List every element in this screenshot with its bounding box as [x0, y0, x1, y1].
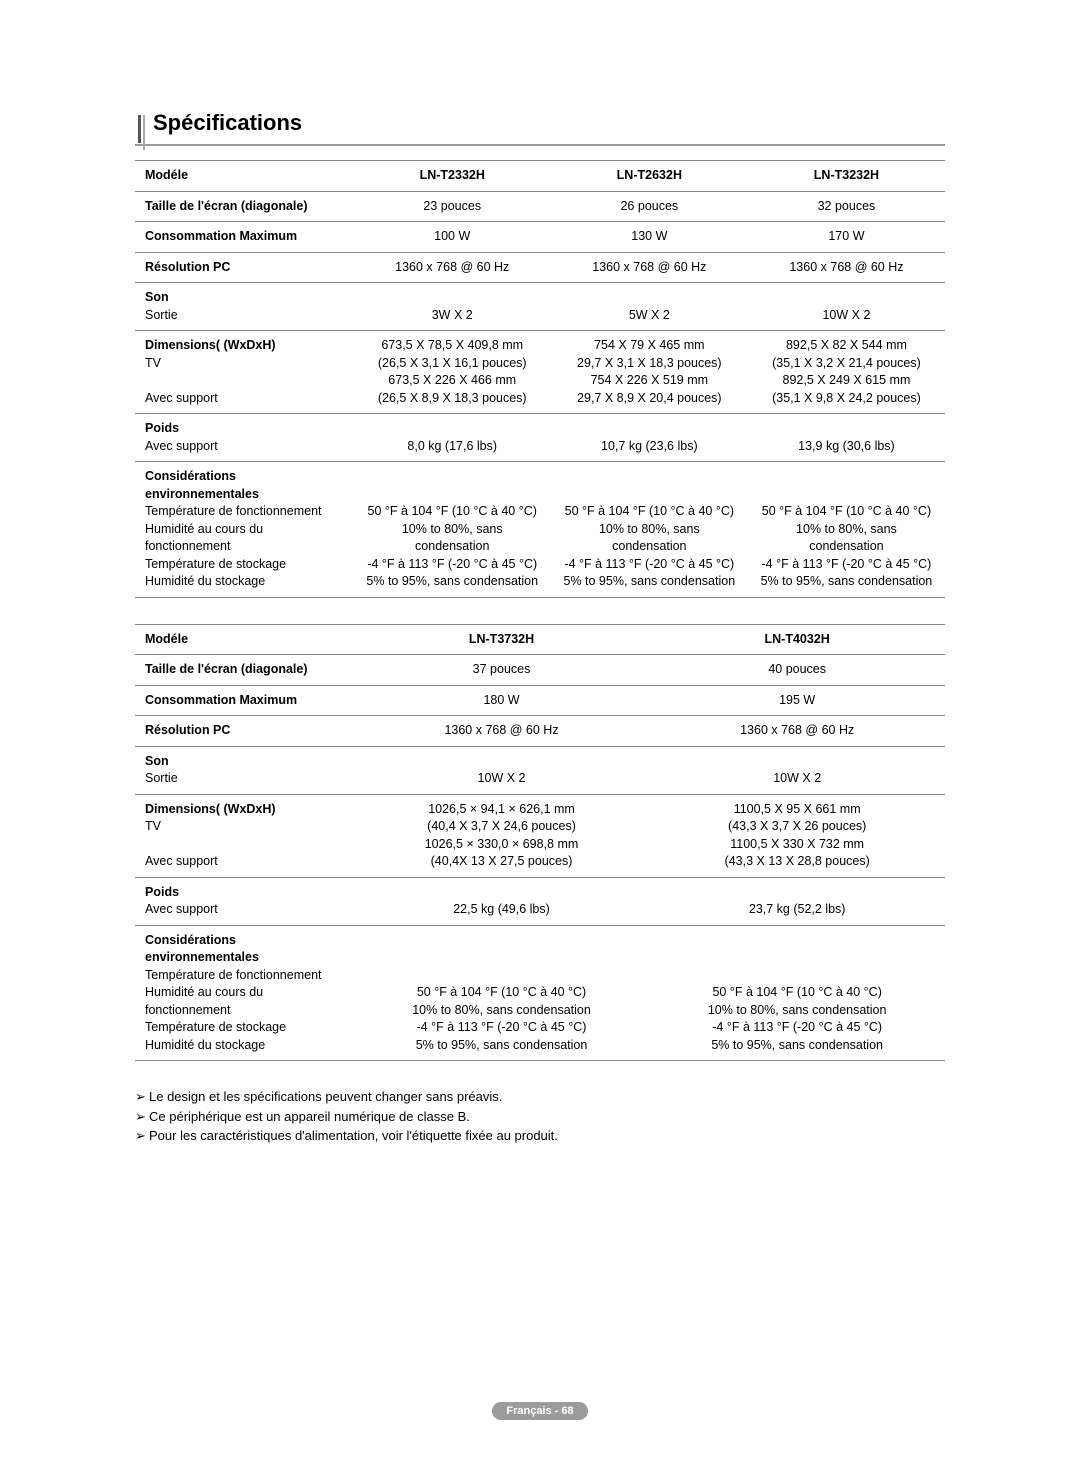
cell: 170 W: [748, 222, 945, 253]
cell: 22,5 kg (49,6 lbs): [354, 877, 650, 925]
row-consumption: Consommation Maximum: [135, 685, 354, 716]
row-env: Considérations environnementales Tempéra…: [135, 462, 354, 598]
cell: 26 pouces: [551, 191, 748, 222]
cell: 1026,5 × 94,1 × 626,1 mm (40,4 X 3,7 X 2…: [354, 794, 650, 877]
model-1: LN-T2632H: [551, 161, 748, 192]
model-2: LN-T3232H: [748, 161, 945, 192]
cell: 195 W: [649, 685, 945, 716]
arrow-icon: ➢: [135, 1107, 149, 1127]
cell: 50 °F à 104 °F (10 °C à 40 °C) 10% to 80…: [354, 925, 650, 1061]
footer-pill: Français - 68: [492, 1402, 587, 1420]
note-text: Le design et les spécifications peuvent …: [149, 1089, 502, 1104]
cell: 50 °F à 104 °F (10 °C à 40 °C) 10% to 80…: [649, 925, 945, 1061]
cell: 50 °F à 104 °F (10 °C à 40 °C) 10% to 80…: [551, 462, 748, 598]
cell: 673,5 X 78,5 X 409,8 mm (26,5 X 3,1 X 16…: [354, 331, 551, 414]
cell: 892,5 X 82 X 544 mm (35,1 X 3,2 X 21,4 p…: [748, 331, 945, 414]
row-model: Modéle: [135, 624, 354, 655]
row-dim: Dimensions( (WxDxH) TV Avec support: [135, 331, 354, 414]
cell: 1360 x 768 @ 60 Hz: [354, 716, 650, 747]
cell: 10W X 2: [649, 746, 945, 794]
model-0: LN-T2332H: [354, 161, 551, 192]
page-title: Spécifications: [153, 110, 945, 136]
note-text: Pour les caractéristiques d'alimentation…: [149, 1128, 558, 1143]
page-footer: Français - 68: [0, 1402, 1080, 1420]
cell: 50 °F à 104 °F (10 °C à 40 °C) 10% to 80…: [354, 462, 551, 598]
row-weight: Poids Avec support: [135, 414, 354, 462]
row-screen: Taille de l'écran (diagonale): [135, 191, 354, 222]
cell: 10W X 2: [748, 283, 945, 331]
cell: 40 pouces: [649, 655, 945, 686]
row-sound: Son Sortie: [135, 746, 354, 794]
row-dim: Dimensions( (WxDxH) TV Avec support: [135, 794, 354, 877]
cell: 23,7 kg (52,2 lbs): [649, 877, 945, 925]
row-consumption: Consommation Maximum: [135, 222, 354, 253]
spec-table-1: Modéle LN-T2332H LN-T2632H LN-T3232H Tai…: [135, 160, 945, 598]
cell: 1100,5 X 95 X 661 mm (43,3 X 3,7 X 26 po…: [649, 794, 945, 877]
cell: 1360 x 768 @ 60 Hz: [649, 716, 945, 747]
arrow-icon: ➢: [135, 1126, 149, 1146]
row-env: Considérations environnementales Tempéra…: [135, 925, 354, 1061]
notes: ➢Le design et les spécifications peuvent…: [135, 1087, 945, 1146]
cell: 3W X 2: [354, 283, 551, 331]
cell: 23 pouces: [354, 191, 551, 222]
row-weight: Poids Avec support: [135, 877, 354, 925]
model-1: LN-T4032H: [649, 624, 945, 655]
divider: [135, 144, 945, 146]
cell: 754 X 79 X 465 mm 29,7 X 3,1 X 18,3 pouc…: [551, 331, 748, 414]
row-resolution: Résolution PC: [135, 252, 354, 283]
cell: 1360 x 768 @ 60 Hz: [551, 252, 748, 283]
cell: 180 W: [354, 685, 650, 716]
cell: 5W X 2: [551, 283, 748, 331]
row-resolution: Résolution PC: [135, 716, 354, 747]
cell: 130 W: [551, 222, 748, 253]
cell: 10W X 2: [354, 746, 650, 794]
cell: 10,7 kg (23,6 lbs): [551, 414, 748, 462]
note-text: Ce périphérique est un appareil numériqu…: [149, 1109, 470, 1124]
spec-table-2: Modéle LN-T3732H LN-T4032H Taille de l'é…: [135, 624, 945, 1062]
cell: 37 pouces: [354, 655, 650, 686]
row-sound: Son Sortie: [135, 283, 354, 331]
row-screen: Taille de l'écran (diagonale): [135, 655, 354, 686]
model-0: LN-T3732H: [354, 624, 650, 655]
row-model: Modéle: [135, 161, 354, 192]
arrow-icon: ➢: [135, 1087, 149, 1107]
cell: 1360 x 768 @ 60 Hz: [748, 252, 945, 283]
cell: 50 °F à 104 °F (10 °C à 40 °C) 10% to 80…: [748, 462, 945, 598]
cell: 1360 x 768 @ 60 Hz: [354, 252, 551, 283]
cell: 32 pouces: [748, 191, 945, 222]
cell: 8,0 kg (17,6 lbs): [354, 414, 551, 462]
cell: 13,9 kg (30,6 lbs): [748, 414, 945, 462]
cell: 100 W: [354, 222, 551, 253]
